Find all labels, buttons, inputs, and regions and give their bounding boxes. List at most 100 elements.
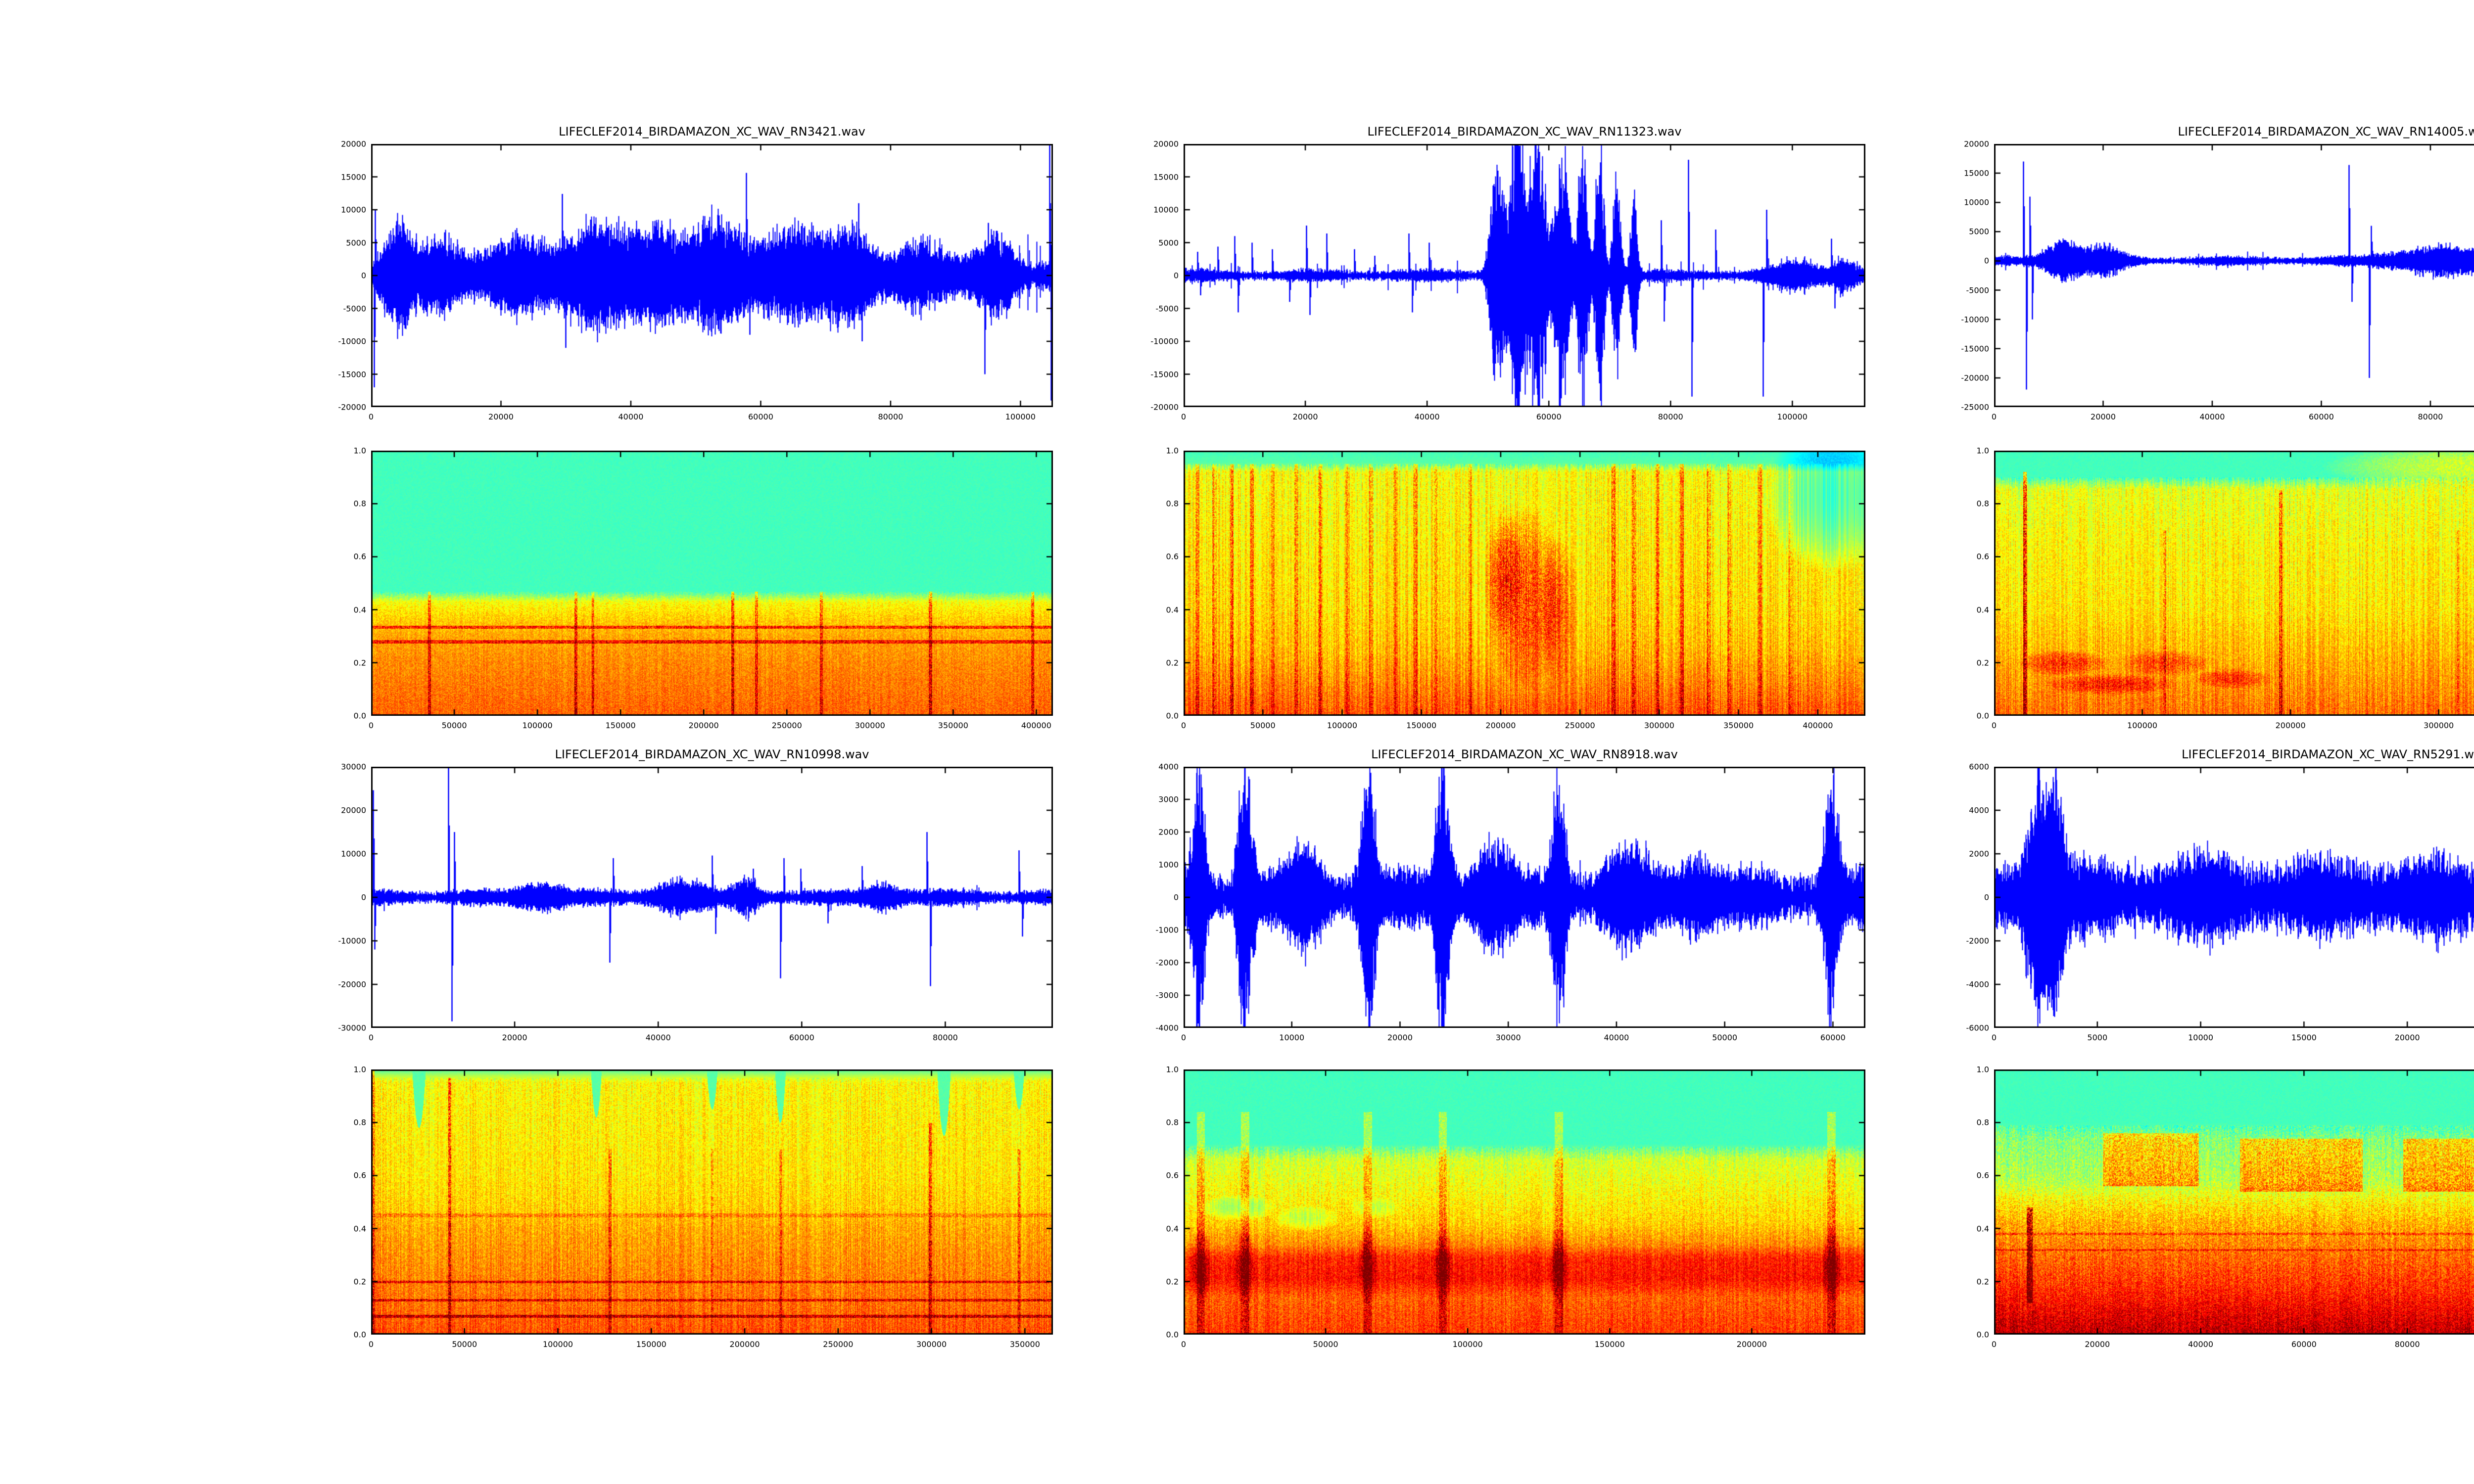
panel-spectrogram-rn14005: 1.00.80.60.40.20.0 010000020000030000040… — [1977, 446, 2474, 730]
x-tick-label: 200000 — [1736, 1340, 1767, 1349]
y-tick-label: -15000 — [1150, 370, 1179, 379]
x-tick-label: 20000 — [2091, 412, 2116, 421]
y-tick-label: -10000 — [1150, 336, 1179, 346]
plot-title: LIFECLEF2014_BIRDAMAZON_XC_WAV_RN5291.wa… — [2182, 747, 2474, 761]
spectrogram-plot-rn11323 — [1184, 451, 1865, 716]
y-tick-label: -15000 — [338, 370, 366, 379]
y-tick-label: 0.6 — [1166, 552, 1179, 561]
x-tick-label: 250000 — [1565, 721, 1595, 730]
y-axis-tick-labels: 20000 15000 10000 5000 0 -5000 -10000 -15000 -20… — [1920, 139, 1990, 412]
y-tick-label: 0.2 — [1166, 658, 1179, 668]
y-tick-label: -15000 — [1961, 344, 1989, 354]
x-tick-label: 100000 — [1005, 412, 1036, 421]
x-tick-label: 40000 — [2199, 412, 2225, 421]
x-tick-label: 100000 — [2127, 721, 2158, 730]
y-tick-label: 5000 — [1969, 227, 1989, 236]
panel-waveform-rn5291: LIFECLEF2014_BIRDAMAZON_XC_WAV_RN5291.wa… — [1966, 747, 2474, 1042]
x-tick-label: 400000 — [1803, 721, 1833, 730]
x-tick-label: 60000 — [789, 1033, 814, 1042]
y-tick-label: -4000 — [1966, 979, 1990, 989]
y-tick-label: 15000 — [1153, 172, 1179, 182]
x-tick-label: 0 — [368, 721, 374, 730]
y-tick-label: 0.6 — [353, 552, 366, 561]
y-tick-label: 0 — [361, 271, 366, 280]
y-tick-label: 10000 — [341, 205, 366, 215]
y-tick-label: -20000 — [338, 402, 366, 412]
y-tick-label: -25000 — [1961, 402, 1989, 412]
y-tick-label: -5000 — [1155, 304, 1179, 313]
x-tick-label: 0 — [1181, 721, 1187, 730]
y-axis-tick-labels: 20000 15000 10000 5000 0 -5000 -10000 -15000 -20… — [1109, 139, 1179, 412]
x-tick-label: 300000 — [1644, 721, 1674, 730]
waveform-plot-rn10998 — [371, 767, 1053, 1028]
y-axis-tick-labels: 30000 20000 10000 0 -10000 -20000 -30000 — [297, 762, 366, 1033]
spectrogram-plot-rn10998 — [371, 1069, 1053, 1335]
y-tick-label: 6000 — [1969, 762, 1989, 772]
y-tick-label: 0.8 — [353, 1117, 366, 1127]
x-tick-label: 150000 — [1406, 721, 1437, 730]
x-tick-label: 0 — [1991, 1033, 1997, 1042]
x-tick-label: 300000 — [916, 1340, 947, 1349]
x-tick-label: 40000 — [1414, 412, 1440, 421]
y-tick-label: 10000 — [1964, 197, 1989, 207]
x-tick-label: 0 — [1181, 1033, 1187, 1042]
y-tick-label: 0.0 — [1166, 711, 1179, 721]
plot-title: LIFECLEF2014_BIRDAMAZON_XC_WAV_RN3421.wa… — [559, 124, 865, 139]
y-tick-label: 15000 — [1964, 168, 1989, 178]
y-tick-label: 1.0 — [353, 1065, 366, 1074]
y-tick-label: 0.6 — [1976, 1170, 1989, 1180]
y-tick-label: -10000 — [338, 936, 366, 946]
y-tick-label: -3000 — [1155, 990, 1179, 1000]
panel-waveform-rn10998: LIFECLEF2014_BIRDAMAZON_XC_WAV_RN10998.w… — [338, 747, 1053, 1042]
panel-spectrogram-rn3421: 1.0 0.8 0.6 0.4 0.2 0.0 0 50000 100000 150000 200… — [354, 446, 1053, 730]
y-tick-label: 0.4 — [353, 605, 366, 615]
y-tick-label: -5000 — [1966, 285, 1990, 295]
x-axis-tick-labels: 0 10000 20000 30000 40000 50000 60000 — [1181, 1033, 1865, 1057]
y-tick-label: 4000 — [1158, 762, 1179, 772]
x-tick-label: 100000 — [1452, 1340, 1483, 1349]
y-tick-label: 0.2 — [1976, 1277, 1989, 1287]
x-tick-label: 0 — [1991, 721, 1997, 730]
x-tick-label: 0 — [1991, 412, 1997, 421]
y-tick-label: -20000 — [338, 979, 366, 989]
y-tick-label: 10000 — [341, 849, 366, 859]
y-tick-label: 0.8 — [353, 499, 366, 509]
y-tick-label: 0 — [1984, 892, 1989, 902]
plot-title: LIFECLEF2014_BIRDAMAZON_XC_WAV_RN10998.w… — [555, 747, 869, 761]
y-tick-label: 0 — [1173, 892, 1179, 902]
x-tick-label: 80000 — [878, 412, 904, 421]
y-tick-label: -4000 — [1155, 1023, 1179, 1033]
y-tick-label: 1.0 — [1976, 446, 1989, 456]
x-axis-tick-labels: 0100000200000300000400000 — [1991, 721, 2474, 744]
x-tick-label: 50000 — [1250, 721, 1276, 730]
plot-title: LIFECLEF2014_BIRDAMAZON_XC_WAV_RN14005.w… — [2178, 124, 2474, 139]
y-tick-label: -30000 — [338, 1023, 366, 1033]
x-axis-tick-labels: 0 20000 40000 60000 80000 — [369, 1033, 1053, 1057]
panel-waveform-rn8918: LIFECLEF2014_BIRDAMAZON_XC_WAV_RN8918.wa… — [1156, 747, 1865, 1042]
y-tick-label: 30000 — [341, 762, 366, 772]
waveform-plot-rn11323 — [1184, 144, 1865, 407]
panel-waveform-rn14005: LIFECLEF2014_BIRDAMAZON_XC_WAV_RN14005.w… — [1961, 125, 2474, 421]
x-tick-label: 40000 — [645, 1033, 671, 1042]
plot-title: LIFECLEF2014_BIRDAMAZON_XC_WAV_RN8918.wa… — [1371, 747, 1678, 761]
y-tick-label: 0 — [1173, 271, 1179, 280]
panel-spectrogram-rn5291: 1.0 0.8 0.6 0.4 0.2 0.0 0 20000 40000 60000 80000… — [1977, 1065, 2474, 1349]
y-tick-label: 20000 — [341, 805, 366, 815]
y-tick-label: 0.4 — [1166, 605, 1179, 615]
x-tick-label: 5000 — [2087, 1033, 2108, 1042]
y-tick-label: -5000 — [343, 304, 367, 313]
y-axis-tick-labels: 4000 3000 2000 1000 0 -1000 -2000 -3000 -4000 — [1109, 762, 1179, 1033]
y-tick-label: 0.8 — [1976, 499, 1989, 509]
x-axis-tick-labels: 020000400006000080000100000120000 — [1992, 1340, 2474, 1363]
x-axis-tick-labels: 0 50000 100000 150000 200000 250000 300000 3500… — [368, 721, 1053, 744]
x-tick-label: 20000 — [2085, 1340, 2110, 1349]
y-tick-label: 3000 — [1158, 794, 1179, 804]
x-tick-label: 60000 — [1820, 1033, 1846, 1042]
panel-spectrogram-rn10998: 1.0 0.8 0.6 0.4 0.2 0.0 0 50000 100000 150000 200… — [354, 1065, 1053, 1349]
y-tick-label: -6000 — [1966, 1023, 1990, 1033]
x-tick-label: 0 — [368, 412, 374, 421]
x-tick-label: 150000 — [1594, 1340, 1625, 1349]
y-tick-label: 0.8 — [1166, 499, 1179, 509]
x-tick-label: 0 — [1181, 1340, 1187, 1349]
x-tick-label: 40000 — [618, 412, 644, 421]
